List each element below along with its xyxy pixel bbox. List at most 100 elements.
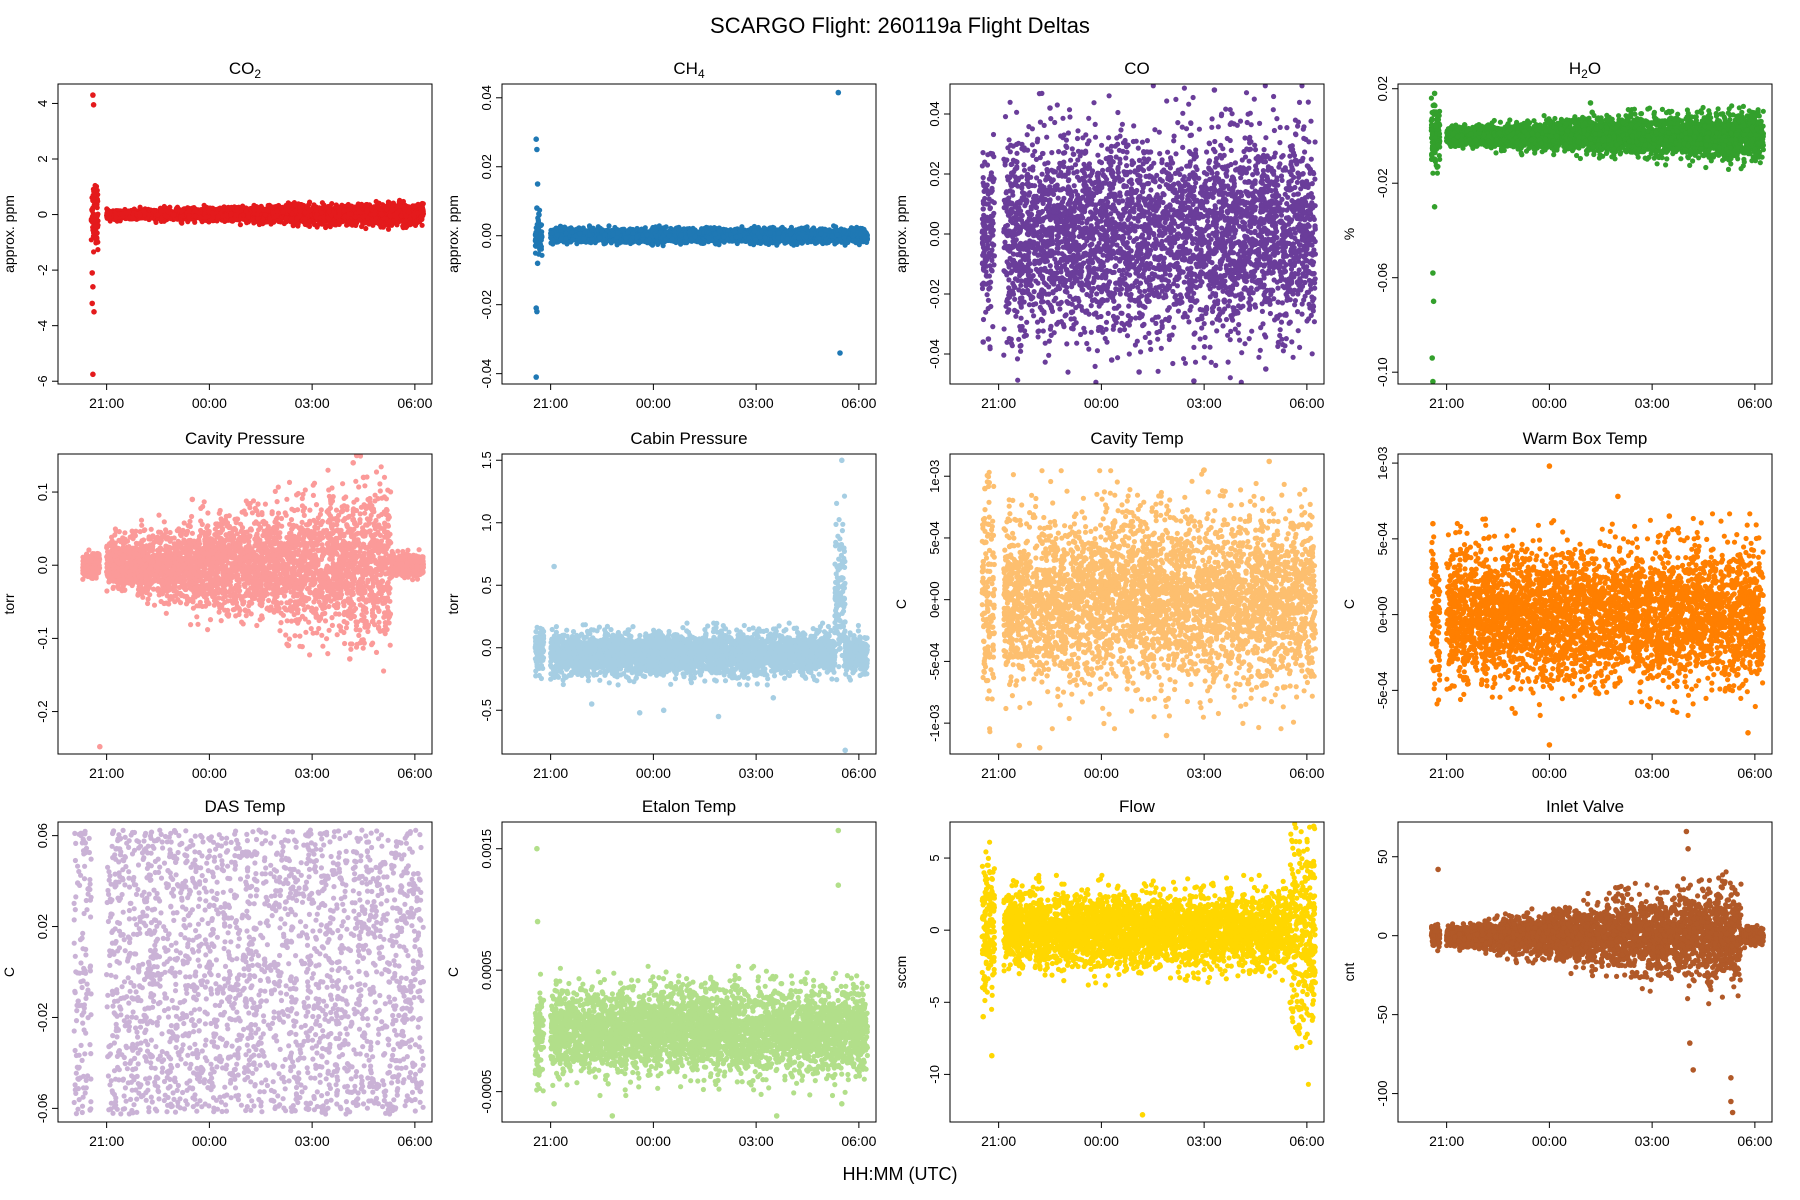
data-point <box>420 211 426 217</box>
outlier-point <box>89 300 95 307</box>
y-tick-label: -6 <box>35 375 50 387</box>
data-point <box>381 203 387 209</box>
data-point <box>280 209 286 215</box>
data-point <box>91 230 97 236</box>
data-point <box>356 208 362 215</box>
data-point <box>162 212 168 219</box>
data-point <box>91 192 97 198</box>
data-point <box>91 249 97 255</box>
data-point <box>90 206 96 213</box>
data-point <box>197 214 203 221</box>
data-point <box>357 217 363 223</box>
data-point <box>336 204 342 210</box>
data-point <box>192 219 198 225</box>
data-point <box>406 209 412 215</box>
data-point <box>323 224 329 231</box>
data-point <box>345 201 351 208</box>
plot-frame <box>57 83 433 385</box>
points-1 <box>532 89 871 380</box>
data-point <box>539 234 545 240</box>
data-point <box>297 204 303 210</box>
data-point <box>319 200 325 206</box>
data-point <box>93 235 99 241</box>
data-point <box>269 204 275 210</box>
data-point <box>256 208 262 214</box>
data-point <box>90 213 96 219</box>
data-point <box>378 219 384 225</box>
data-point <box>283 215 289 222</box>
data-point <box>366 221 372 227</box>
outlier-point <box>90 284 96 290</box>
data-point <box>91 188 97 194</box>
data-point <box>316 221 322 227</box>
data-point <box>170 212 177 218</box>
data-point <box>292 202 298 208</box>
panel-title-main: CO <box>229 59 255 78</box>
y-tick-label: 2 <box>35 155 50 162</box>
data-point <box>255 215 261 221</box>
data-point <box>420 201 426 207</box>
outlier-point <box>90 102 97 108</box>
data-point <box>228 211 234 217</box>
outlier-point <box>89 270 95 276</box>
data-point <box>180 207 186 213</box>
data-point <box>192 208 198 214</box>
data-point <box>227 205 234 211</box>
data-point <box>313 206 319 213</box>
outlier-point <box>90 371 96 378</box>
x-tick-label: 21:00 <box>89 395 124 411</box>
data-point <box>243 208 249 214</box>
data-point <box>94 223 100 229</box>
data-point <box>92 182 98 189</box>
data-point <box>256 221 262 228</box>
data-point <box>385 226 392 232</box>
data-point <box>289 216 295 222</box>
data-point <box>186 213 192 219</box>
data-point <box>341 207 347 214</box>
data-point <box>414 219 420 225</box>
data-point <box>154 212 161 218</box>
figure-x-axis-label: HH:MM (UTC) <box>843 1164 958 1184</box>
data-point <box>294 215 300 222</box>
panel-title: CO2 <box>229 59 262 81</box>
data-point <box>418 205 424 211</box>
data-point <box>95 198 101 204</box>
data-point <box>386 200 392 206</box>
data-point <box>389 206 396 213</box>
data-point <box>215 206 221 212</box>
data-point <box>88 237 94 243</box>
data-point <box>410 212 417 218</box>
data-point <box>158 208 164 214</box>
data-point <box>319 210 325 216</box>
data-point <box>537 243 543 249</box>
data-point <box>95 247 101 253</box>
x-tick-label: 00:00 <box>192 395 227 411</box>
data-point <box>326 209 332 215</box>
data-point <box>352 219 358 225</box>
data-point <box>119 211 125 217</box>
data-point <box>387 213 393 219</box>
data-point <box>415 201 421 207</box>
y-tick-label: -2 <box>35 264 50 276</box>
data-point <box>402 207 408 213</box>
data-point <box>228 217 235 223</box>
data-point <box>302 216 308 222</box>
outlier-point <box>91 309 97 315</box>
data-point <box>362 213 368 219</box>
panel-title-subscript: 2 <box>254 67 261 81</box>
data-point <box>141 208 147 214</box>
figure-title: SCARGO Flight: 260119a Flight Deltas <box>710 13 1090 38</box>
data-point <box>336 208 342 214</box>
data-point <box>215 213 221 219</box>
data-point <box>240 212 246 218</box>
data-point <box>186 208 192 214</box>
data-point <box>533 229 539 235</box>
y-tick-label: 0 <box>35 211 50 218</box>
data-point <box>302 209 308 215</box>
data-point <box>321 214 327 220</box>
data-point <box>536 211 542 217</box>
data-point <box>113 214 119 221</box>
data-point <box>209 210 215 216</box>
